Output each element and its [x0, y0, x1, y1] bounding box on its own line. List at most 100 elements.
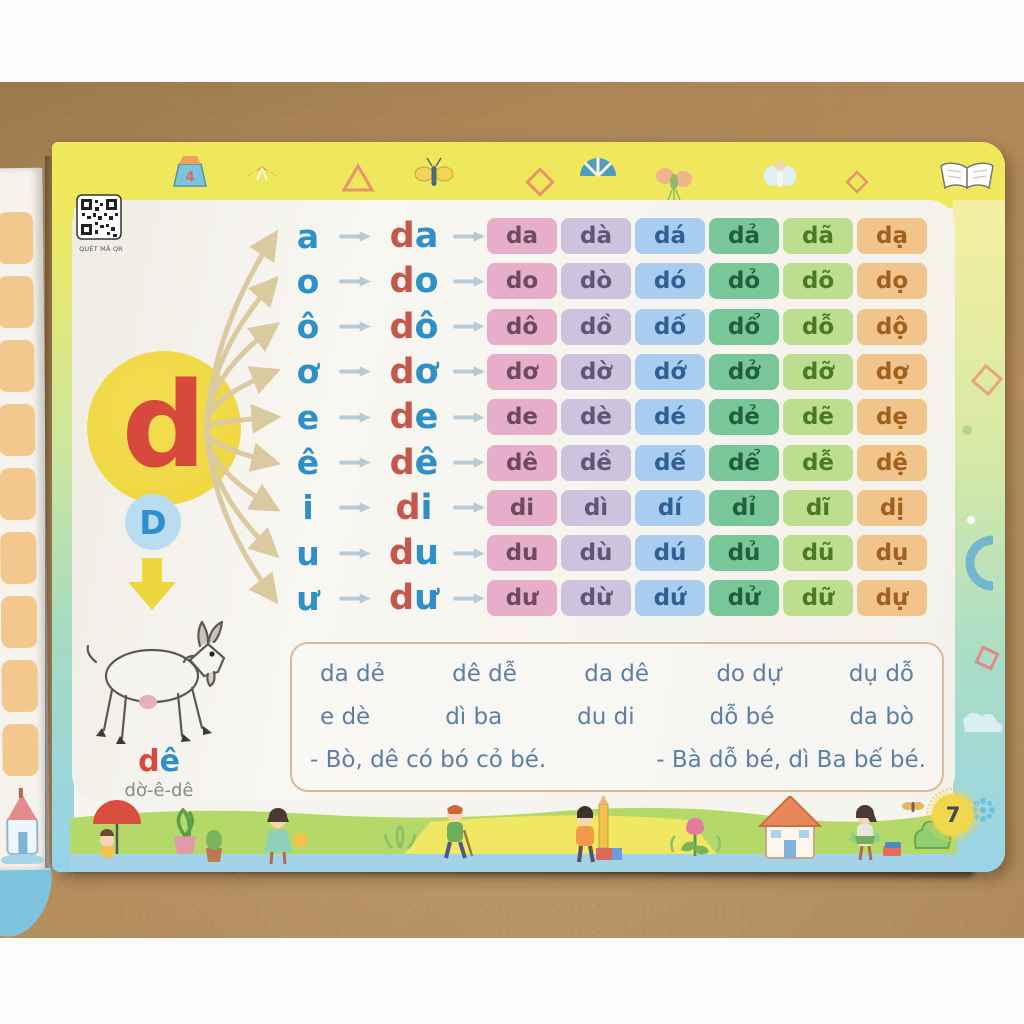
syllable-vowel: ơ: [414, 351, 439, 392]
practice-word: dì ba: [445, 704, 503, 730]
tone-cell: dà: [561, 218, 631, 254]
letter-uppercase: D: [139, 502, 167, 542]
tone-cell: di: [487, 489, 557, 526]
tone-cell: dò: [561, 263, 631, 300]
left-page-cell: [0, 595, 38, 649]
bottom-decor-band: [70, 796, 957, 872]
right-arrow-icon: [339, 593, 371, 604]
goat-illustration: [86, 620, 226, 744]
toy-block-icon: 4: [173, 156, 207, 187]
kid-with-umbrella: [93, 800, 141, 858]
photo-margin-top: [0, 0, 1024, 82]
svg-text:4: 4: [185, 170, 194, 185]
syllable-vowel: a: [414, 216, 439, 256]
tone-cell: dự: [857, 580, 927, 617]
arrow-slot: [336, 456, 376, 469]
boy-with-pencil: [576, 796, 622, 863]
practice-word: dỗ bé: [709, 704, 775, 730]
spelling-guide: dờ-ê-dê: [124, 780, 194, 801]
tone-cell: dư: [487, 580, 557, 617]
right-arrow-icon: [339, 502, 371, 513]
syllable-initial: d: [389, 442, 415, 483]
syllable-initial: d: [389, 578, 415, 619]
vowel-label: i: [302, 488, 314, 528]
down-arrow-icon: [128, 558, 176, 610]
right-arrow-icon: [339, 321, 371, 332]
arrow-slot: [336, 230, 376, 243]
combination-row: a da da dà dá dả dã dạ: [280, 216, 931, 256]
practice-sentence: - Bò, dê có bó cỏ bé.: [310, 747, 547, 773]
tone-cell: dỉ: [709, 489, 779, 526]
syllable-initial: d: [389, 261, 415, 302]
arrow-slot: [336, 275, 376, 288]
right-arrow-icon: [339, 457, 371, 468]
page-number: 7: [945, 803, 961, 827]
vowel-label: o: [296, 261, 320, 301]
right-arrow-icon: [339, 230, 371, 242]
right-arrow-icon: [452, 366, 485, 377]
syllable-label: dơ: [376, 352, 452, 392]
left-page-cell: [2, 723, 39, 777]
tone-cells: dư dừ dứ dử dữ dự: [487, 580, 931, 617]
tone-cell: dổ: [709, 308, 779, 345]
moth-small: [902, 802, 924, 812]
left-border-band: [52, 200, 74, 872]
tone-cell: de: [487, 399, 557, 436]
combination-row: i di di dì dí dỉ dĩ dị: [280, 488, 931, 528]
tone-cell: dở: [709, 353, 779, 390]
right-arrow-icon: [452, 593, 485, 604]
practice-words-row: e dè dì ba du di dỗ bé da bò: [292, 704, 942, 730]
syllable-initial: d: [389, 306, 415, 347]
tone-cell: dồ: [561, 308, 631, 345]
syllable-vowel: e: [414, 397, 439, 438]
syllable-label: dư: [376, 578, 452, 618]
vowel-label: ê: [296, 443, 320, 482]
practice-word: dụ dỗ: [848, 661, 914, 687]
practice-box: da dẻ dê dễ da dê do dự dụ dỗ e dè dì ba du di…: [290, 642, 944, 792]
practice-word: da bò: [849, 704, 914, 730]
tone-cell: dù: [561, 535, 631, 572]
left-page-cell: [0, 339, 35, 393]
tone-cell: dử: [709, 580, 779, 617]
practice-word: da dẻ: [320, 661, 385, 687]
right-arrow-icon: [452, 547, 485, 559]
qr-code-icon: [76, 194, 122, 240]
practice-words-row: da dẻ dê dễ da dê do dự dụ dỗ: [292, 661, 942, 687]
tone-cell: dó: [635, 263, 705, 300]
right-arrow-icon: [339, 547, 371, 559]
tone-cell: dị: [857, 489, 927, 526]
tone-cell: dệ: [857, 444, 927, 481]
syllable-vowel: o: [414, 261, 439, 302]
syllable-label: de: [376, 397, 452, 437]
moth-icon: [656, 168, 692, 201]
syllable-label: do: [376, 261, 452, 301]
tone-cell: dẹ: [857, 399, 927, 436]
spine-shadow: [45, 156, 54, 868]
right-border-decor: [962, 363, 1004, 822]
left-page-tone-cells: [0, 168, 42, 777]
arrow-slot: [336, 547, 376, 560]
arrow-slot: [452, 592, 487, 605]
tone-cells: de dè dé dẻ dẽ dẹ: [487, 399, 931, 436]
tone-cell: da: [487, 218, 557, 254]
syllable-vowel: ư: [414, 578, 439, 619]
arrow-slot: [336, 411, 376, 424]
letter-lowercase: d: [121, 356, 207, 494]
arrow-slot: [452, 275, 487, 288]
combination-row: ư dư dư dừ dứ dử dữ dự: [280, 578, 931, 618]
tone-cell: do: [487, 263, 557, 300]
right-arrow-icon: [452, 502, 485, 513]
right-arrow-icon: [339, 276, 371, 287]
arrow-slot: [336, 592, 376, 605]
right-arrow-icon: [339, 366, 371, 377]
combination-row: ơ dơ dơ dờ dớ dở dỡ dợ: [280, 352, 931, 392]
tone-cell: dể: [709, 444, 779, 481]
vowel-label: u: [296, 533, 320, 573]
tone-cells: dơ dờ dớ dở dỡ dợ: [487, 353, 931, 390]
boy-walking: [444, 805, 474, 859]
combination-row: ê dê dê dề dế dể dễ dệ: [280, 442, 931, 483]
syllable-initial: d: [389, 216, 415, 256]
arrow-slot: [336, 501, 376, 514]
tone-cell: dỡ: [783, 353, 853, 390]
syllable-label: du: [376, 533, 452, 573]
